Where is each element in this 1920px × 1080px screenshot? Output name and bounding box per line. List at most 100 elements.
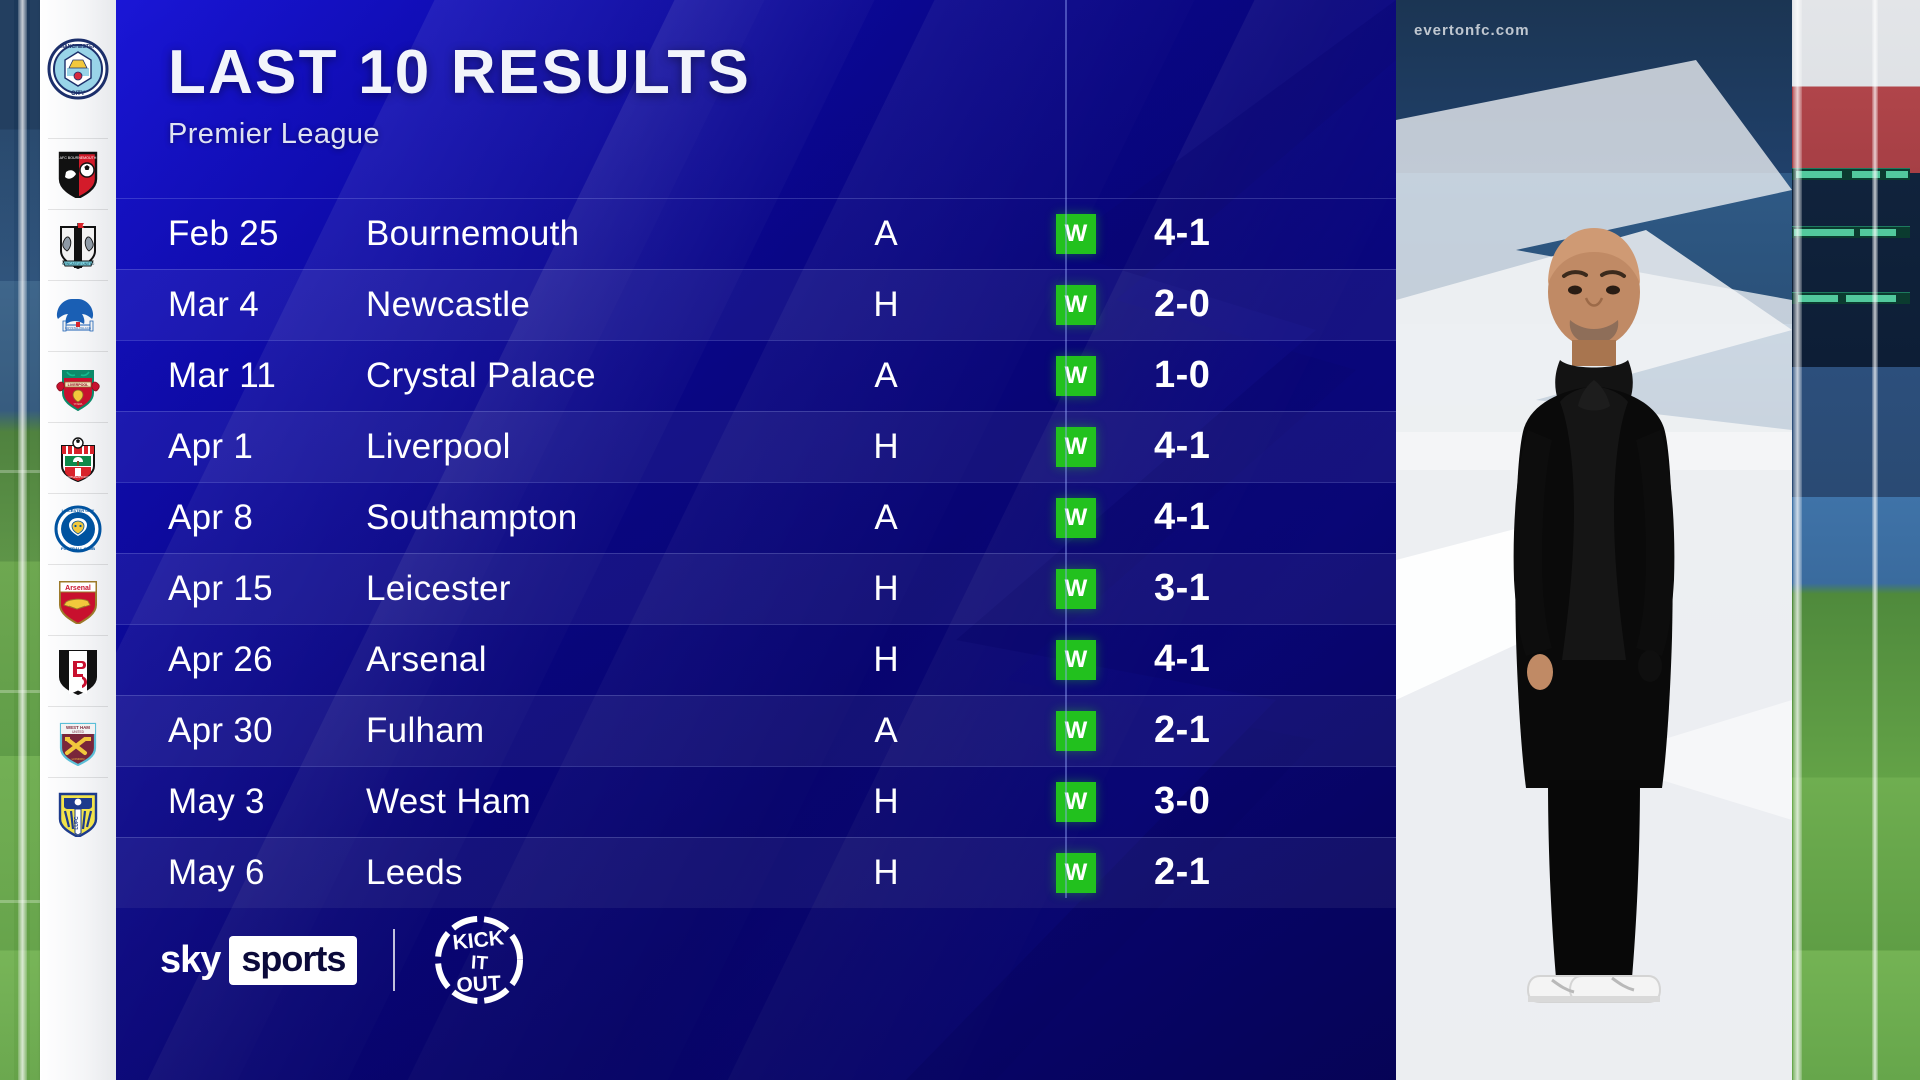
status-badge: W [1056, 426, 1096, 467]
cell-venue: H [873, 639, 899, 679]
table-row[interactable]: Mar 4 Newcastle H W 2-0 [116, 269, 1396, 340]
table-row[interactable]: Apr 26 Arsenal H W 4-1 [116, 624, 1396, 695]
team-crest-rail: MANCHESTER CITY AFC BOURNEMOUTH [40, 0, 116, 1080]
cell-venue: H [873, 781, 899, 821]
cell-date: May 3 [168, 781, 265, 821]
crest-arsenal: Arsenal [40, 564, 116, 635]
sky-sports-logo: sky sports [160, 935, 358, 985]
cell-date: Apr 26 [168, 639, 273, 679]
fulham-crest [59, 649, 97, 695]
cell-date: Mar 4 [168, 284, 259, 324]
table-row[interactable]: Mar 11 Crystal Palace A W 1-0 [116, 340, 1396, 411]
cell-score: 3-0 [1154, 780, 1211, 822]
svg-text:FOOTBALL CLUB: FOOTBALL CLUB [61, 546, 95, 551]
svg-text:MANCHESTER: MANCHESTER [60, 44, 97, 50]
crest-leeds: LUFC [40, 777, 116, 848]
svg-text:LEICESTER CITY: LEICESTER CITY [62, 508, 95, 513]
kio-line-2: IT [471, 952, 490, 974]
newcastle-crest: NEWCASTLE UNITED [60, 222, 96, 269]
status-badge: W [1056, 355, 1096, 396]
cell-score: 1-0 [1154, 354, 1211, 396]
advert-board [1786, 168, 1910, 180]
floodlight-pylon-right-2 [1872, 0, 1878, 1080]
kio-line-3: OUT [456, 972, 502, 997]
manager-cutout [1513, 228, 1675, 1003]
page-title: LAST 10 RESULTS [168, 38, 752, 107]
arsenal-crest: Arsenal [59, 580, 97, 624]
svg-text:CRYSTAL PALACE: CRYSTAL PALACE [65, 326, 91, 330]
cell-opponent: Liverpool [366, 426, 511, 466]
footer-divider [393, 929, 396, 991]
cell-venue: H [873, 426, 899, 466]
svg-text:YNWA: YNWA [74, 402, 83, 406]
crest-southampton: SOUTHAMPTON FC [40, 422, 116, 493]
svg-text:WEST HAM: WEST HAM [66, 725, 90, 730]
results-table: Feb 25 Bournemouth A W 4-1 Mar 4 Newcast… [116, 198, 1396, 908]
cell-opponent: Leicester [366, 568, 511, 608]
cell-opponent: Fulham [366, 710, 485, 750]
cell-opponent: Crystal Palace [366, 355, 596, 395]
table-row[interactable]: Apr 30 Fulham A W 2-1 [116, 695, 1396, 766]
leicester-crest: LEICESTER CITY FOOTBALL CLUB [54, 505, 102, 552]
status-badge: W [1056, 284, 1096, 325]
kick-it-out-logo: KICK IT OUT [435, 916, 524, 1004]
manchester-city-crest: MANCHESTER CITY [47, 38, 109, 100]
cell-score: 3-1 [1154, 567, 1211, 609]
svg-text:NEWCASTLE UNITED: NEWCASTLE UNITED [62, 262, 95, 266]
cell-date: Apr 30 [168, 710, 273, 750]
southampton-crest: SOUTHAMPTON FC [61, 436, 95, 482]
cell-opponent: Southampton [366, 497, 578, 537]
cell-opponent: West Ham [366, 781, 532, 821]
cell-venue: A [874, 710, 898, 750]
leeds-crest: LUFC [58, 792, 98, 837]
crystal-palace-crest: CRYSTAL PALACE [56, 298, 94, 331]
cell-venue: A [874, 355, 898, 395]
crest-newcastle: NEWCASTLE UNITED [40, 209, 116, 280]
svg-text:SOUTHAMPTON FC: SOUTHAMPTON FC [65, 475, 91, 479]
west-ham-crest: WEST HAM UNITED LONDON [59, 722, 97, 766]
status-badge: W [1056, 568, 1096, 609]
cell-opponent: Newcastle [366, 284, 531, 324]
cell-venue: A [874, 213, 898, 253]
cell-venue: A [874, 497, 898, 537]
table-row[interactable]: Apr 15 Leicester H W 3-1 [116, 553, 1396, 624]
cell-date: Mar 11 [168, 355, 277, 395]
crest-leicester: LEICESTER CITY FOOTBALL CLUB [40, 493, 116, 564]
cell-date: Apr 15 [168, 568, 273, 608]
column-divider [1065, 0, 1067, 898]
table-row[interactable]: Apr 1 Liverpool H W 4-1 [116, 411, 1396, 482]
table-row[interactable]: May 3 West Ham H W 3-0 [116, 766, 1396, 837]
svg-text:LONDON: LONDON [72, 757, 85, 761]
sports-wordmark: sports [229, 935, 358, 985]
graphic-header: LAST 10 RESULTS Premier League [168, 42, 751, 151]
table-row[interactable]: Feb 25 Bournemouth A W 4-1 [116, 198, 1396, 269]
footer-logos: sky sports KICK IT OUT [116, 914, 1396, 1006]
cell-score: 4-1 [1154, 496, 1211, 538]
crest-manchester-city: MANCHESTER CITY [40, 0, 116, 138]
cell-date: Apr 1 [168, 426, 254, 466]
cell-score: 2-1 [1154, 709, 1211, 751]
manager-photo-panel: evertonfc.com [1396, 0, 1792, 1080]
cell-score: 4-1 [1154, 212, 1211, 254]
cell-opponent: Bournemouth [366, 213, 580, 253]
cell-score: 2-0 [1154, 283, 1211, 325]
floodlight-pylon-right [1793, 0, 1802, 1080]
kio-line-1: KICK [452, 926, 505, 954]
svg-text:UNITED: UNITED [72, 730, 85, 734]
svg-text:Arsenal: Arsenal [65, 585, 91, 592]
cell-venue: H [873, 284, 899, 324]
floodlight-pylon-left [18, 0, 27, 1080]
crest-liverpool: LIVERPOOL YNWA [40, 351, 116, 422]
status-badge: W [1056, 781, 1096, 822]
results-panel: LAST 10 RESULTS Premier League Feb 25 Bo… [116, 0, 1396, 1080]
crest-bournemouth: AFC BOURNEMOUTH [40, 138, 116, 209]
cell-date: Apr 8 [168, 497, 254, 537]
cell-opponent: Leeds [366, 852, 463, 892]
table-row[interactable]: May 6 Leeds H W 2-1 [116, 837, 1396, 908]
svg-text:LUFC: LUFC [74, 815, 80, 829]
advert-board [1786, 226, 1910, 238]
status-badge: W [1056, 497, 1096, 538]
table-row[interactable]: Apr 8 Southampton A W 4-1 [116, 482, 1396, 553]
cell-date: May 6 [168, 852, 265, 892]
advert-board-text: evertonfc.com [1414, 22, 1530, 39]
